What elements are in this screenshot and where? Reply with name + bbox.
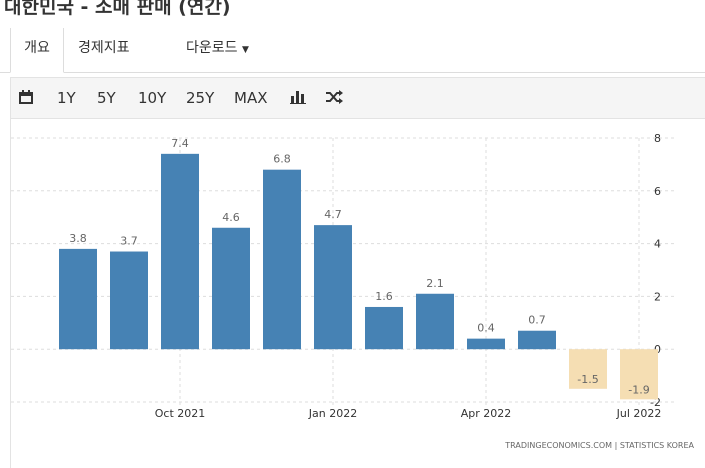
bar <box>365 306 403 350</box>
shuffle-icon[interactable] <box>325 90 343 104</box>
bar <box>569 349 607 389</box>
y-tick-label: -2 <box>650 396 661 409</box>
data-label: 3.8 <box>69 232 87 245</box>
data-label: 4.6 <box>222 211 240 224</box>
data-label: 3.7 <box>120 235 138 248</box>
data-label: 6.8 <box>273 153 291 166</box>
data-label: 4.7 <box>324 208 342 221</box>
bar <box>314 225 352 350</box>
toolbar: 1Y 5Y 10Y 25Y MAX <box>10 77 705 119</box>
bar <box>161 153 199 350</box>
y-tick-label: 6 <box>654 185 661 198</box>
range-button[interactable]: MAX <box>234 89 268 107</box>
bar <box>59 248 97 350</box>
y-tick-label: 2 <box>654 290 661 303</box>
x-tick-label: Jan 2022 <box>308 407 357 420</box>
y-tick-label: 8 <box>654 132 661 145</box>
tab[interactable]: 다운로드 ▼ <box>186 40 249 56</box>
bar-chart-icon[interactable] <box>290 90 306 104</box>
bar <box>110 251 148 350</box>
bar <box>620 349 658 400</box>
tab-bar: 개요 경제지표 다운로드 ▼ <box>0 28 705 73</box>
data-label: -1.5 <box>577 373 598 386</box>
data-label: 1.6 <box>375 290 393 303</box>
x-tick-label: Apr 2022 <box>461 407 512 420</box>
source-note: TRADINGECONOMICS.COM | STATISTICS KOREA <box>504 441 694 450</box>
range-button[interactable]: 1Y <box>57 89 76 107</box>
y-tick-label: 4 <box>654 238 661 251</box>
tab[interactable]: 경제지표 <box>78 40 130 56</box>
range-button[interactable]: 25Y <box>186 89 215 107</box>
x-tick-label: Oct 2021 <box>155 407 206 420</box>
range-button[interactable]: 5Y <box>97 89 116 107</box>
bar <box>263 169 301 350</box>
bar <box>518 330 556 350</box>
data-label: 2.1 <box>426 277 444 290</box>
calendar-icon[interactable] <box>19 90 33 104</box>
page-title: 대한민국 - 소매 판매 (연간) <box>4 0 231 18</box>
x-tick-label: Jul 2022 <box>616 407 662 420</box>
range-button[interactable]: 10Y <box>138 89 167 107</box>
bar <box>467 338 505 350</box>
bar <box>416 293 454 350</box>
tab[interactable]: 개요 <box>10 28 64 73</box>
data-label: 0.7 <box>528 314 546 327</box>
data-label: 0.4 <box>477 322 495 335</box>
bar <box>212 227 250 350</box>
data-label: -1.9 <box>628 383 649 396</box>
tab-label: 다운로드 <box>186 40 238 56</box>
data-label: 7.4 <box>171 137 189 150</box>
